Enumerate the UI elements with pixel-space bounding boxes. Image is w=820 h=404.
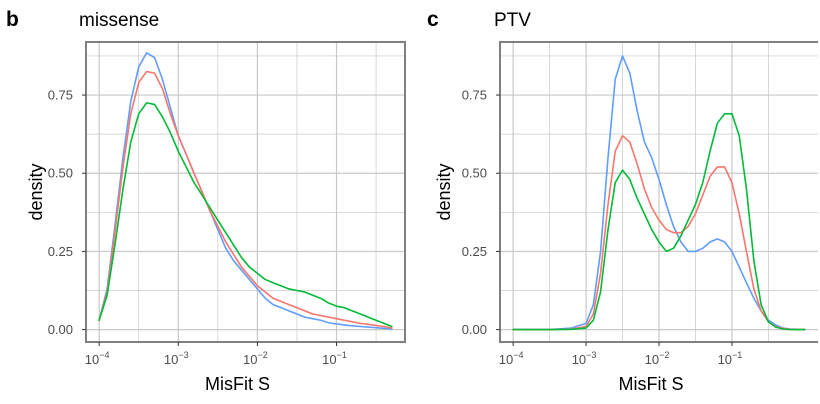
panel-letter: b [6, 8, 19, 31]
panel-border [85, 41, 406, 343]
density-line-1 [512, 55, 806, 331]
x-tick-label: 10−4 [499, 350, 524, 367]
gridlines [86, 42, 405, 342]
y-tick-label: 0.25 [48, 244, 73, 259]
density-line-3 [512, 113, 806, 331]
panel-c: 0.00 0.25 0.50 0.75 10−4 10−3 10−2 10−1 MisFit S… [427, 8, 818, 394]
y-tick-label: 0.50 [462, 166, 487, 181]
series-group [512, 55, 806, 331]
y-axis-label: density [26, 163, 46, 220]
y-tick-label: 0.50 [48, 166, 73, 181]
x-tick-label: 10−3 [572, 350, 597, 367]
y-tick-label: 0.00 [462, 322, 487, 337]
y-tick-label: 0.75 [462, 88, 487, 103]
x-tick-label: 10−1 [718, 350, 743, 367]
x-axis-label: MisFit S [619, 374, 684, 394]
x-tick-label: 10−2 [243, 350, 268, 367]
density-line-2 [512, 134, 806, 331]
y-tick-label: 0.75 [48, 88, 73, 103]
x-axis-label: MisFit S [205, 374, 270, 394]
x-tick-label: 10−3 [164, 350, 189, 367]
density-line-1 [98, 52, 393, 330]
y-tick-label: 0.00 [48, 322, 73, 337]
panel-letter: c [427, 8, 439, 31]
density-line-2 [98, 70, 393, 329]
x-tick-label: 10−1 [322, 350, 347, 367]
y-axis-label: density [434, 163, 454, 220]
panel-title: PTV [494, 10, 531, 31]
panel-b: 0.00 0.25 0.50 0.75 10−4 10−3 10−2 10−1 MisFit S… [6, 8, 406, 394]
gridlines [500, 42, 818, 342]
x-tick-label: 10−2 [645, 350, 670, 367]
density-line-3 [98, 102, 393, 328]
x-tick-label: 10−4 [85, 350, 110, 367]
plot-background [86, 42, 405, 342]
panel-title: missense [79, 10, 159, 31]
series-group [98, 52, 393, 330]
y-tick-label: 0.25 [462, 244, 487, 259]
